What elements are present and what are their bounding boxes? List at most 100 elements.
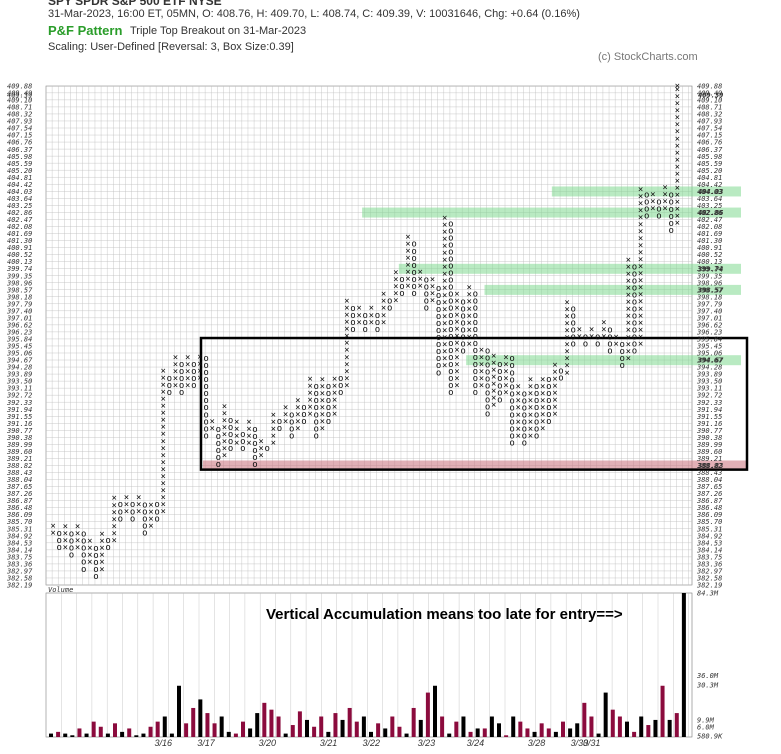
x-mark: × — [124, 493, 129, 503]
x-mark: × — [430, 289, 435, 299]
volume-panel: Volume 84.3M 36.0M 30.3M 9.9M6.0M 580.9K 3/16 3… — [45, 586, 723, 748]
x-mark: × — [112, 494, 117, 504]
o-mark: o — [252, 460, 257, 470]
o-mark: o — [509, 368, 514, 378]
o-mark: o — [497, 360, 502, 370]
x-mark: × — [540, 424, 545, 434]
volume-bar — [553, 731, 558, 737]
x-mark: × — [491, 352, 496, 362]
o-mark: o — [191, 360, 196, 370]
volume-bar — [191, 707, 196, 737]
y-tick-left: 383.36 — [6, 560, 32, 568]
o-mark: o — [448, 339, 453, 349]
y-tick-left: 382.19 — [6, 582, 32, 590]
o-mark: o — [167, 374, 172, 384]
x-mark: × — [136, 493, 141, 503]
price-label: 398.57 — [697, 286, 724, 294]
o-mark: o — [216, 460, 221, 470]
x-mark: × — [222, 416, 227, 426]
o-mark: o — [277, 417, 282, 427]
o-mark: o — [362, 325, 367, 335]
x-mark: × — [344, 374, 349, 384]
volume-tick: 580.9K — [697, 733, 723, 741]
x-mark: × — [307, 403, 312, 413]
x-mark: × — [197, 374, 202, 384]
o-mark: o — [81, 537, 86, 547]
y-tick-left: 400.52 — [7, 251, 32, 259]
x-mark: × — [564, 333, 569, 343]
x-mark: × — [112, 508, 117, 518]
x-mark: × — [675, 85, 680, 95]
date-label: 3/22 — [363, 738, 381, 748]
y-tick-left: 395.84 — [6, 336, 32, 344]
o-mark: o — [411, 240, 416, 250]
x-mark: × — [601, 332, 606, 342]
o-mark: o — [644, 197, 649, 207]
o-mark: o — [362, 318, 367, 328]
scaling-line: Scaling: User-Defined [Reversal: 3, Box … — [48, 41, 294, 53]
o-mark: o — [314, 417, 319, 427]
y-tick-left: 402.08 — [7, 223, 32, 231]
date-label: 3/24 — [467, 738, 485, 748]
x-mark: × — [161, 493, 166, 503]
o-mark: o — [252, 425, 257, 435]
x-mark: × — [332, 375, 337, 385]
x-mark: × — [271, 439, 276, 449]
zone-green — [362, 207, 741, 218]
o-mark: o — [473, 346, 478, 356]
x-mark: × — [393, 275, 398, 285]
x-mark: × — [675, 155, 680, 165]
x-mark: × — [320, 424, 325, 434]
volume-bar — [497, 723, 501, 737]
o-mark: o — [473, 339, 478, 349]
o-mark: o — [436, 312, 441, 322]
x-mark: × — [161, 444, 166, 454]
pnf-columns: ××ooo××××oooo××××oooooo××××ooooo××××××oo… — [50, 82, 680, 582]
volume-bar — [212, 723, 217, 737]
o-mark: o — [350, 311, 355, 321]
x-mark: × — [626, 255, 631, 265]
price-label: 394.67 — [697, 357, 724, 365]
volume-bar — [241, 721, 245, 737]
y-tick-left: 396.23 — [6, 328, 32, 336]
o-mark: o — [607, 340, 612, 350]
o-mark: o — [203, 396, 208, 406]
x-mark: × — [234, 432, 239, 442]
y-tick-right: 384.14 — [696, 546, 722, 554]
volume-bar — [297, 711, 302, 737]
volume-bar — [347, 707, 352, 737]
y-tick-left: 403.25 — [7, 202, 32, 210]
o-mark: o — [485, 389, 490, 399]
x-mark: × — [577, 325, 582, 335]
volume-bar — [91, 721, 96, 737]
o-mark: o — [571, 325, 576, 335]
o-mark: o — [448, 297, 453, 307]
o-mark: o — [203, 354, 208, 364]
o-mark: o — [69, 550, 74, 560]
y-tick-left: 409.10 — [7, 97, 32, 105]
x-mark: × — [344, 367, 349, 377]
x-mark: × — [528, 389, 533, 399]
o-mark: o — [93, 551, 98, 561]
x-mark: × — [307, 410, 312, 420]
volume-bar — [319, 716, 324, 737]
y-tick-right: 404.81 — [697, 174, 722, 182]
y-tick-right: 386.87 — [696, 497, 723, 505]
x-mark: × — [650, 204, 655, 214]
o-mark: o — [546, 403, 551, 413]
y-tick-left: 397.79 — [6, 300, 32, 308]
o-mark: o — [473, 325, 478, 335]
x-mark: × — [638, 290, 643, 300]
x-mark: × — [369, 304, 374, 314]
x-mark: × — [503, 381, 508, 391]
x-mark: × — [185, 360, 190, 370]
date-label: 3/21 — [320, 738, 338, 748]
o-mark: o — [179, 360, 184, 370]
o-mark: o — [607, 333, 612, 343]
y-tick-right: 409.10 — [697, 97, 722, 105]
y-tick-left: 405.98 — [7, 153, 32, 161]
y-tick-right: 385.70 — [696, 518, 722, 526]
o-mark: o — [424, 296, 429, 306]
x-mark: × — [99, 530, 104, 540]
o-mark: o — [448, 262, 453, 272]
